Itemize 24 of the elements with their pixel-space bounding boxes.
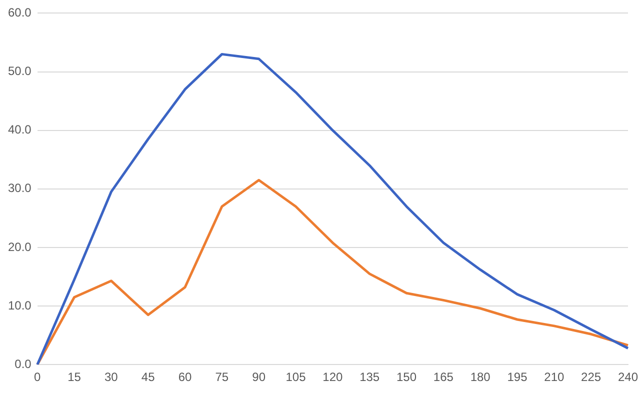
y-tick-label: 30.0	[8, 181, 32, 196]
y-tick-label: 40.0	[8, 122, 32, 137]
x-tick-label: 60	[178, 370, 192, 384]
x-tick-label: 30	[104, 370, 118, 384]
x-tick-label: 240	[618, 370, 638, 384]
x-tick-label: 150	[396, 370, 417, 384]
y-tick-label: 10.0	[8, 298, 32, 312]
x-tick-label: 75	[215, 370, 229, 384]
x-tick-label: 225	[581, 370, 602, 384]
x-tick-label: 105	[286, 370, 306, 384]
x-tick-label: 165	[433, 370, 454, 384]
y-tick-label: 0.0	[14, 356, 32, 371]
y-tick-label: 20.0	[8, 240, 32, 254]
x-tick-label: 210	[544, 370, 564, 384]
x-tick-label: 15	[68, 370, 82, 384]
x-tick-label: 45	[141, 370, 156, 384]
y-tick-label: 50.0	[8, 64, 32, 78]
x-tick-label: 90	[252, 370, 266, 384]
x-tick-label: 135	[360, 370, 380, 384]
x-tick-label: 195	[507, 370, 528, 384]
x-tick-label: 0	[34, 370, 42, 384]
y-tick-label: 60.0	[8, 6, 32, 20]
x-tick-label: 120	[322, 370, 344, 384]
x-tick-label: 180	[470, 370, 491, 384]
